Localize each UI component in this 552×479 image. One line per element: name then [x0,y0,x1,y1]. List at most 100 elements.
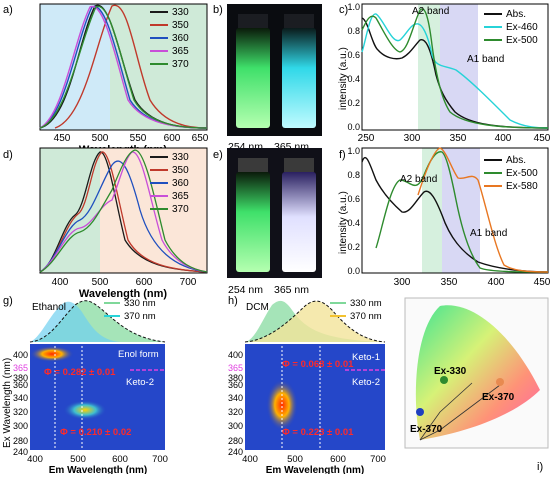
panel-c-xticks: 250 300 350 400 450 [358,133,551,144]
panel-g-xticks: 400 500 600 700 [27,454,168,465]
panel-i: i) Ex-330 Ex-370 Ex-370 [404,297,549,473]
xtick: 400 [242,454,258,465]
ytick: 320 [13,407,28,417]
xtick: 400 [488,277,505,288]
panel-a-label: a) [3,4,13,16]
curve-c-ex500 [361,8,549,129]
panel-f-yticks: 0.0 0.2 0.4 0.6 0.8 1.0 [347,146,360,276]
legend-entry: 330 nm [350,298,382,309]
point-ex370-orange [496,378,504,386]
ytick: 240 [228,447,243,457]
xtick: 450 [534,277,551,288]
ytick: 365 [13,363,28,373]
panel-g-label: g) [3,295,13,307]
panel-g-ylabel: Ex Wavelength (nm) [2,358,13,448]
panel-e-label: e) [213,149,223,161]
xtick: 550 [130,133,147,144]
curve-a-370 [39,5,208,129]
ytick: 0.8 [347,26,360,36]
ytick: 380 [13,373,28,383]
panel-b: b) 254 nm 365 nm [213,4,322,153]
xtick: 700 [370,454,386,465]
legend-entry: 365 [172,191,189,202]
xtick: 650 [192,133,209,144]
legend-entry: 350 [172,20,189,31]
panel-c: c) intensity (a.u.) 0.0 0.2 0.4 0.6 0.8 … [338,2,551,144]
xtick: 600 [136,277,153,288]
ytick: 400 [228,350,243,360]
ytick: 0.2 [347,98,360,108]
legend-entry: 360 [172,178,189,189]
panel-h-legend: 330 nm 370 nm [330,298,382,322]
curve-d-330 [39,151,208,273]
xtick: 300 [404,133,421,144]
panel-a-xticks: 450 500 550 600 650 [54,133,209,144]
legend-entry: Ex-580 [506,181,538,192]
xtick: 350 [441,277,458,288]
curve-c-abs [361,17,549,129]
legend-entry: 360 [172,33,189,44]
panel-h-yticks: 400 380 365 360 340 320 300 280 240 [228,350,243,457]
ytick: 0.0 [347,266,360,276]
legend-entry: Ex-500 [506,35,538,46]
panel-f-legend: Abs. Ex-500 Ex-580 [484,155,538,192]
xtick: 700 [152,454,168,465]
panel-g-legend: 330 nm 370 nm [104,298,156,322]
annot-phi2-h: Φ = 0.223 ± 0.01 [282,427,354,438]
solvent-h: DCM [246,302,269,313]
panel-f-ylabel: intensity (a.u.) [338,191,349,254]
xtick: 450 [54,133,71,144]
curve-a-365 [39,5,208,129]
xtick: 350 [450,133,467,144]
annot-enol: Enol form [118,349,159,360]
ytick: 365 [228,363,243,373]
ytick: 360 [13,380,28,390]
legend-entry: Ex-460 [506,22,538,33]
legend-entry: Ex-500 [506,168,538,179]
panel-d-frame [39,147,208,274]
curve-f-abs [361,156,549,273]
annot-keto2-g: Keto-2 [126,377,154,388]
panel-c-ylabel: intensity (a.u.) [338,47,349,110]
vial-green [236,28,270,128]
ytick: 1.0 [347,146,360,156]
xtick: 700 [180,277,197,288]
legend-entry: 370 nm [350,311,382,322]
legend-entry: 350 [172,165,189,176]
ytick: 380 [228,373,243,383]
xtick: 500 [92,277,109,288]
label-ex370-blue: Ex-370 [410,424,443,435]
xtick: 600 [112,454,128,465]
solvent-g: Ethanol [32,302,66,313]
annot-keto2-h: Keto-2 [352,377,380,388]
vial-white-e [282,172,316,272]
ytick: 0.4 [347,218,360,228]
band-a1: A1 band [467,54,504,65]
panel-h-xlabel: Em Wavelength (nm) [266,465,365,474]
panel-c-yticks: 0.0 0.2 0.4 0.6 0.8 1.0 [347,2,360,132]
legend-entry: 330 [172,152,189,163]
panel-c-label: c) [339,4,348,16]
label-ex330: Ex-330 [434,366,467,377]
xtick: 600 [330,454,346,465]
panel-f-frame [361,147,549,274]
panel-a-legend: 330 350 360 365 370 [150,7,189,70]
panel-c-legend: Abs. Ex-460 Ex-500 [484,9,538,46]
ytick: 280 [13,436,28,446]
panel-d-xticks: 400 500 600 700 [52,277,197,288]
legend-entry: 330 nm [124,298,156,309]
ytick: 0.2 [347,242,360,252]
ytick: 340 [13,393,28,403]
ytick: 0.0 [347,122,360,132]
annot-phi2-g: Φ = 0.210 ± 0.02 [60,427,131,438]
band-a2-f: A2 band [400,174,437,185]
ytick: 0.6 [347,50,360,60]
cie-locus [415,305,540,440]
curve-f-ex580 [417,147,549,273]
ytick: 360 [228,380,243,390]
vial-cyan [282,28,316,128]
legend-entry: Abs. [506,155,526,166]
xtick: 400 [495,133,512,144]
ytick: 340 [228,393,243,403]
ytick: 300 [228,421,243,431]
